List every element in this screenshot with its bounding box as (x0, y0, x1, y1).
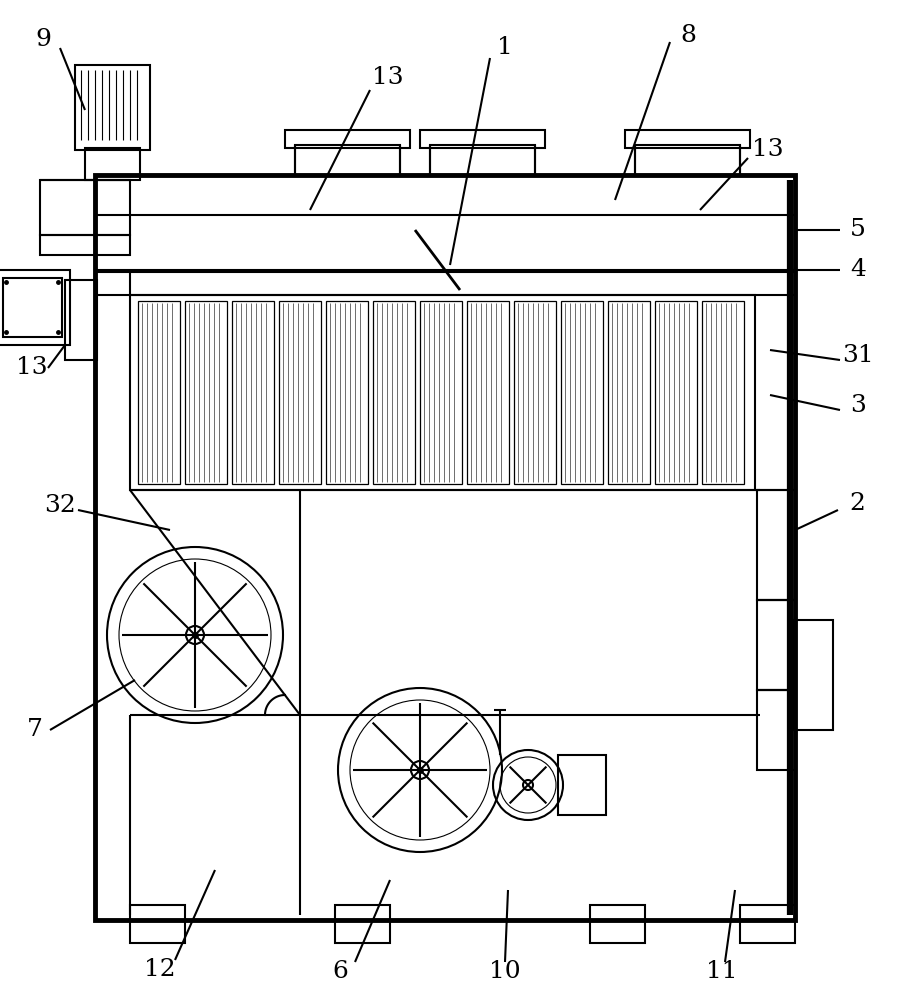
Bar (138, 301, 180, 484)
Bar (655, 301, 697, 484)
Bar (335, 905, 390, 943)
Text: 12: 12 (144, 958, 176, 982)
Bar (95, 215, 795, 272)
Bar (373, 301, 415, 484)
Text: 10: 10 (490, 960, 520, 984)
Bar (326, 301, 368, 484)
Bar (3, 278, 62, 337)
Text: 5: 5 (850, 219, 866, 241)
Bar (467, 301, 509, 484)
Text: 3: 3 (850, 393, 866, 416)
Bar (40, 235, 130, 255)
Bar (514, 301, 556, 484)
Bar (757, 690, 795, 770)
Bar (757, 600, 795, 690)
Bar (430, 145, 535, 175)
Bar (757, 490, 795, 600)
Bar (625, 130, 750, 148)
Bar (590, 905, 645, 943)
Bar (608, 301, 650, 484)
Bar (130, 295, 755, 490)
Text: 6: 6 (332, 960, 348, 984)
Bar (420, 130, 545, 148)
Bar (702, 301, 744, 484)
Bar (85, 148, 140, 180)
Bar (279, 301, 321, 484)
Bar (65, 280, 97, 360)
Bar (793, 620, 833, 730)
Text: 32: 32 (44, 493, 76, 516)
Bar (561, 301, 603, 484)
Text: 7: 7 (27, 718, 43, 742)
Text: 9: 9 (35, 28, 51, 51)
Bar (558, 755, 606, 815)
Text: 13: 13 (752, 138, 784, 161)
Bar (635, 145, 740, 175)
Bar (75, 65, 150, 150)
Text: 13: 13 (372, 66, 404, 90)
Bar (0, 270, 70, 345)
Bar (232, 301, 274, 484)
Bar (95, 175, 795, 920)
Text: 31: 31 (843, 344, 874, 366)
Text: 1: 1 (497, 36, 513, 60)
Text: 8: 8 (680, 23, 696, 46)
Text: 4: 4 (850, 258, 866, 282)
Text: 2: 2 (849, 491, 865, 514)
Text: 13: 13 (16, 357, 48, 379)
Bar (40, 180, 130, 235)
Bar (130, 905, 185, 943)
Bar (295, 145, 400, 175)
Bar (285, 130, 410, 148)
Text: 11: 11 (706, 960, 738, 984)
Bar (420, 301, 462, 484)
Bar (185, 301, 227, 484)
Bar (740, 905, 795, 943)
